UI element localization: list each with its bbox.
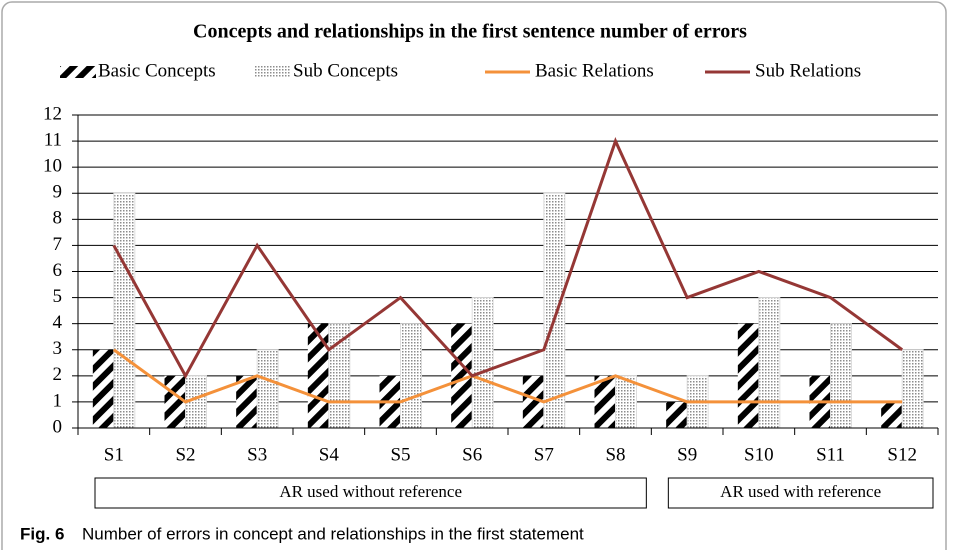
bar [451,323,473,428]
bar [256,349,279,429]
legend-label: Basic Relations [535,60,654,81]
group-box [94,477,647,509]
y-tick-label: 5 [53,286,63,307]
bar [113,192,136,429]
x-tick-label: S6 [462,444,482,465]
bar [236,375,258,428]
bar [830,323,852,429]
bar [758,297,781,429]
bar [881,401,903,428]
bar [400,323,422,429]
y-tick-label: 2 [53,364,63,385]
bar [92,349,114,428]
y-tick-label: 9 [53,182,63,203]
line [112,137,904,379]
x-tick-label: S4 [319,444,340,465]
group-label: AR used with reference [720,482,881,501]
bar [901,349,924,429]
x-tick-label: S9 [677,444,697,465]
x-tick-label: S2 [175,444,195,465]
y-tick-label: 11 [44,129,62,150]
x-tick-label: S3 [247,444,267,465]
group-box [667,477,934,509]
bar [164,375,186,428]
x-tick-label: S11 [816,444,845,465]
figure-caption: Number of errors in concept and relation… [82,524,584,543]
legend-label: Basic Concepts [98,60,216,81]
legend-label: Sub Relations [755,60,861,81]
x-tick-label: S1 [104,444,124,465]
y-tick-label: 7 [53,234,63,255]
x-tick-label: S8 [605,444,625,465]
bar [543,192,566,429]
y-tick-label: 10 [43,156,62,177]
y-tick-label: 1 [53,390,63,411]
y-tick-label: 6 [53,260,63,281]
figure-label: Fig. 6 [20,524,64,543]
bar [594,375,616,428]
legend-swatch [60,66,96,78]
chart-title: Concepts and relationships in the first … [193,21,747,43]
bar [522,375,544,428]
bar [471,297,494,429]
y-tick-label: 0 [53,416,63,437]
bar [737,323,759,428]
legend-label: Sub Concepts [293,60,398,81]
y-tick-label: 8 [53,208,63,229]
y-tick-label: 4 [53,312,63,333]
legend-swatch [255,66,291,78]
bar [307,323,329,428]
line [112,348,903,404]
bar [666,401,688,428]
y-tick-label: 3 [53,338,63,359]
x-tick-label: S12 [887,444,917,465]
group-label: AR used without reference [279,482,462,501]
x-tick-label: S7 [534,444,554,465]
bar [328,323,351,429]
x-tick-label: S10 [744,444,774,465]
y-tick-label: 12 [43,103,62,124]
x-tick-label: S5 [390,444,410,465]
